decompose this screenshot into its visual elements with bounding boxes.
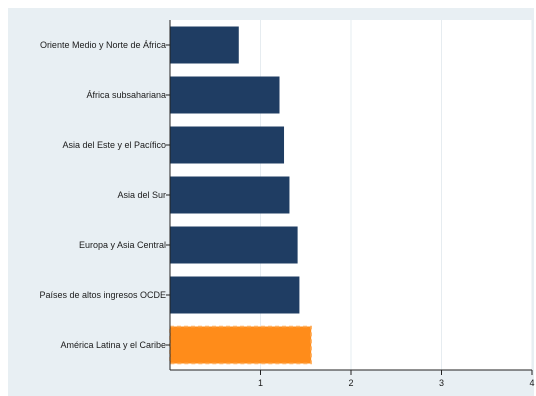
bar [170,176,290,214]
x-tick-label: 3 [439,378,444,388]
category-label: Asia del Sur [117,190,166,200]
bar-highlight [169,325,312,365]
category-label: África subsahariana [86,90,166,100]
x-tick-label: 4 [529,378,534,388]
category-label: América Latina y el Caribe [60,340,166,350]
category-labels: Oriente Medio y Norte de África África su… [39,40,170,350]
category-label: Países de altos ingresos OCDE [39,290,166,300]
bar [170,76,280,114]
bar [170,226,298,264]
x-tick-label: 2 [348,378,353,388]
bar [170,126,285,164]
bar [170,276,300,314]
bar [170,26,239,64]
x-axis-ticks: 1 2 3 4 [258,370,535,388]
x-tick-label: 1 [258,378,263,388]
category-label: Oriente Medio y Norte de África [40,40,166,50]
bars [169,26,312,365]
category-label: Europa y Asia Central [79,240,166,250]
category-label: Asia del Este y el Pacífico [62,140,166,150]
